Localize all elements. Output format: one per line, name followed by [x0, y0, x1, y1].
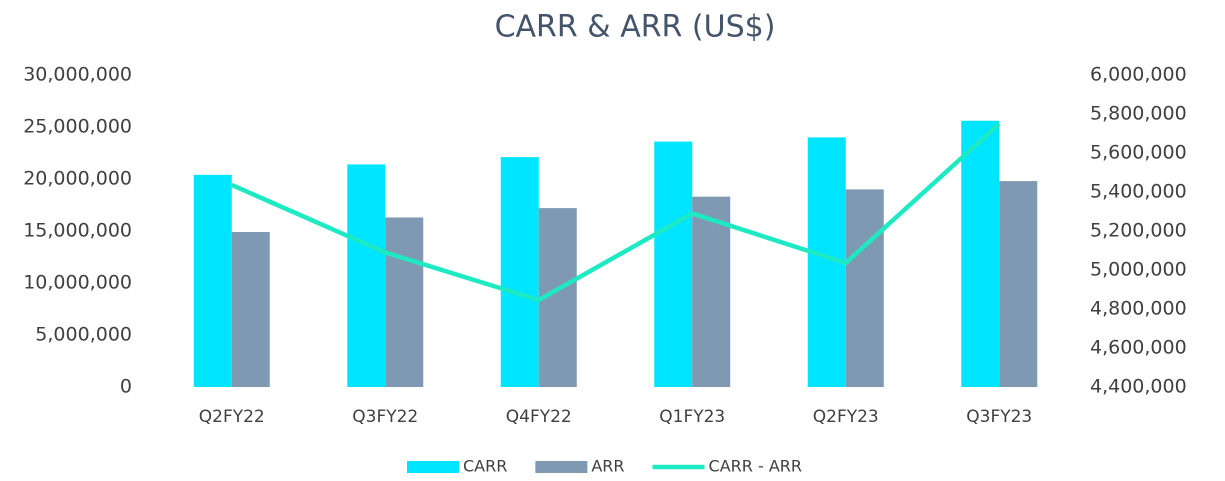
y2-tick-label: 4,400,000: [1090, 376, 1187, 398]
y2-tick-label: 5,400,000: [1090, 181, 1187, 203]
y2-tick-label: 4,600,000: [1090, 337, 1187, 359]
y-tick-label: 0: [120, 376, 132, 398]
y-tick-label: 10,000,000: [23, 272, 132, 294]
bar: [193, 174, 232, 387]
bar: [654, 141, 693, 387]
y-tick-label: 15,000,000: [23, 220, 132, 242]
y2-tick-label: 4,800,000: [1090, 298, 1187, 320]
x-tick-label: Q2FY23: [813, 407, 879, 427]
line: [230, 122, 1001, 303]
chart-title: CARR & ARR (US$): [495, 10, 776, 45]
bar: [845, 189, 884, 387]
legend-label: ARR: [591, 457, 624, 476]
y-tick-label: 5,000,000: [35, 324, 132, 346]
legend-label: CARR: [463, 457, 507, 476]
bar: [999, 181, 1038, 387]
bar: [500, 157, 539, 387]
bar: [692, 196, 731, 387]
y-tick-label: 30,000,000: [23, 64, 132, 86]
y2-tick-label: 6,000,000: [1090, 64, 1187, 86]
y2-tick-label: 5,200,000: [1090, 220, 1187, 242]
y2-tick-label: 5,800,000: [1090, 103, 1187, 125]
bar: [347, 164, 386, 387]
x-tick-label: Q1FY23: [659, 407, 725, 427]
y2-tick-label: 5,000,000: [1090, 259, 1187, 281]
bar: [385, 217, 424, 387]
legend-swatch: [407, 461, 459, 473]
legend-label: CARR - ARR: [709, 457, 802, 476]
y-tick-label: 25,000,000: [23, 116, 132, 138]
x-tick-label: Q3FY22: [352, 407, 418, 427]
y2-tick-label: 5,600,000: [1090, 142, 1187, 164]
bar: [231, 232, 270, 387]
y-tick-label: 20,000,000: [23, 168, 132, 190]
legend-swatch: [535, 461, 588, 473]
x-tick-label: Q4FY22: [506, 407, 572, 427]
x-tick-label: Q3FY23: [966, 407, 1032, 427]
x-tick-label: Q2FY22: [199, 407, 265, 427]
bar: [961, 120, 1000, 387]
